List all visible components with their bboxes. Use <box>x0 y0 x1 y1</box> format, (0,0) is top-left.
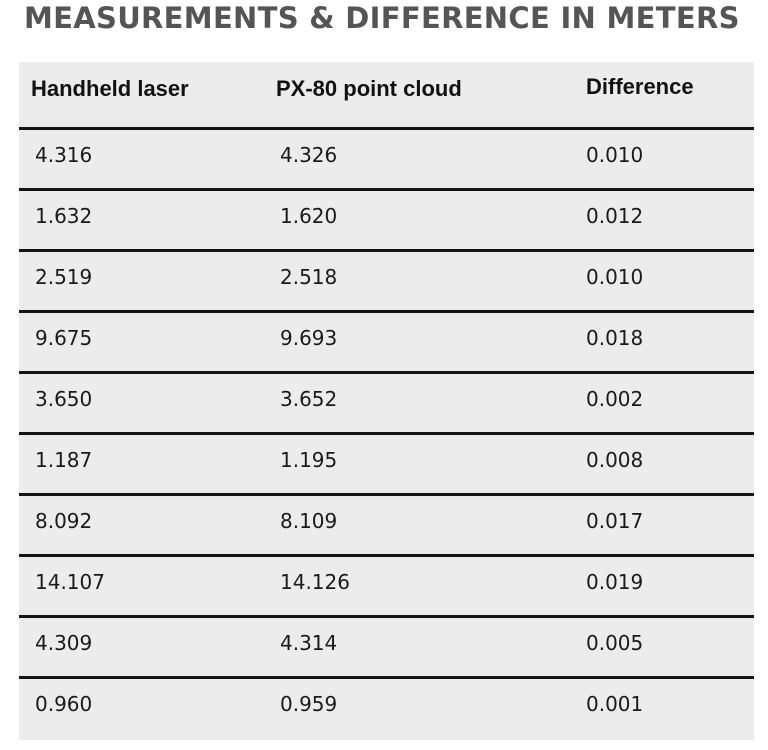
cell-difference: 0.018 <box>586 326 644 350</box>
table-row: 3.650 3.652 0.002 <box>19 374 754 435</box>
cell-px80-point-cloud: 3.652 <box>280 387 338 411</box>
cell-handheld-laser: 2.519 <box>35 265 93 289</box>
cell-handheld-laser: 8.092 <box>35 509 93 533</box>
cell-px80-point-cloud: 9.693 <box>280 326 338 350</box>
cell-handheld-laser: 1.632 <box>35 204 93 228</box>
cell-px80-point-cloud: 4.314 <box>280 631 338 655</box>
cell-handheld-laser: 1.187 <box>35 448 93 472</box>
column-header-difference: Difference <box>586 74 694 99</box>
cell-handheld-laser: 4.316 <box>35 143 93 167</box>
cell-difference: 0.008 <box>586 448 644 472</box>
table-row: 1.187 1.195 0.008 <box>19 435 754 496</box>
cell-difference: 0.019 <box>586 570 644 594</box>
cell-px80-point-cloud: 2.518 <box>280 265 338 289</box>
table-row: 14.107 14.126 0.019 <box>19 557 754 618</box>
cell-px80-point-cloud: 8.109 <box>280 509 338 533</box>
column-header-handheld-laser: Handheld laser <box>31 76 189 101</box>
cell-handheld-laser: 9.675 <box>35 326 93 350</box>
cell-px80-point-cloud: 14.126 <box>280 570 350 594</box>
table-row: 8.092 8.109 0.017 <box>19 496 754 557</box>
cell-difference: 0.017 <box>586 509 644 533</box>
cell-handheld-laser: 4.309 <box>35 631 93 655</box>
cell-difference: 0.010 <box>586 143 644 167</box>
cell-difference: 0.010 <box>586 265 644 289</box>
cell-handheld-laser: 0.960 <box>35 692 93 716</box>
cell-difference: 0.005 <box>586 631 644 655</box>
cell-px80-point-cloud: 0.959 <box>280 692 338 716</box>
cell-difference: 0.012 <box>586 204 644 228</box>
measurements-table: Handheld laser PX-80 point cloud Differe… <box>19 62 754 740</box>
cell-difference: 0.002 <box>586 387 644 411</box>
cell-px80-point-cloud: 1.620 <box>280 204 338 228</box>
cell-handheld-laser: 14.107 <box>35 570 105 594</box>
column-header-px80-point-cloud: PX-80 point cloud <box>276 76 462 101</box>
table-row: 4.316 4.326 0.010 <box>19 130 754 191</box>
cell-difference: 0.001 <box>586 692 644 716</box>
table-row: 2.519 2.518 0.010 <box>19 252 754 313</box>
cell-px80-point-cloud: 4.326 <box>280 143 338 167</box>
cell-px80-point-cloud: 1.195 <box>280 448 338 472</box>
table-header-row: Handheld laser PX-80 point cloud Differe… <box>19 62 754 130</box>
table-row: 9.675 9.693 0.018 <box>19 313 754 374</box>
table-row: 0.960 0.959 0.001 <box>19 679 754 740</box>
page-title: MEASUREMENTS & DIFFERENCE IN METERS <box>24 1 740 35</box>
table-row: 4.309 4.314 0.005 <box>19 618 754 679</box>
table-row: 1.632 1.620 0.012 <box>19 191 754 252</box>
cell-handheld-laser: 3.650 <box>35 387 93 411</box>
